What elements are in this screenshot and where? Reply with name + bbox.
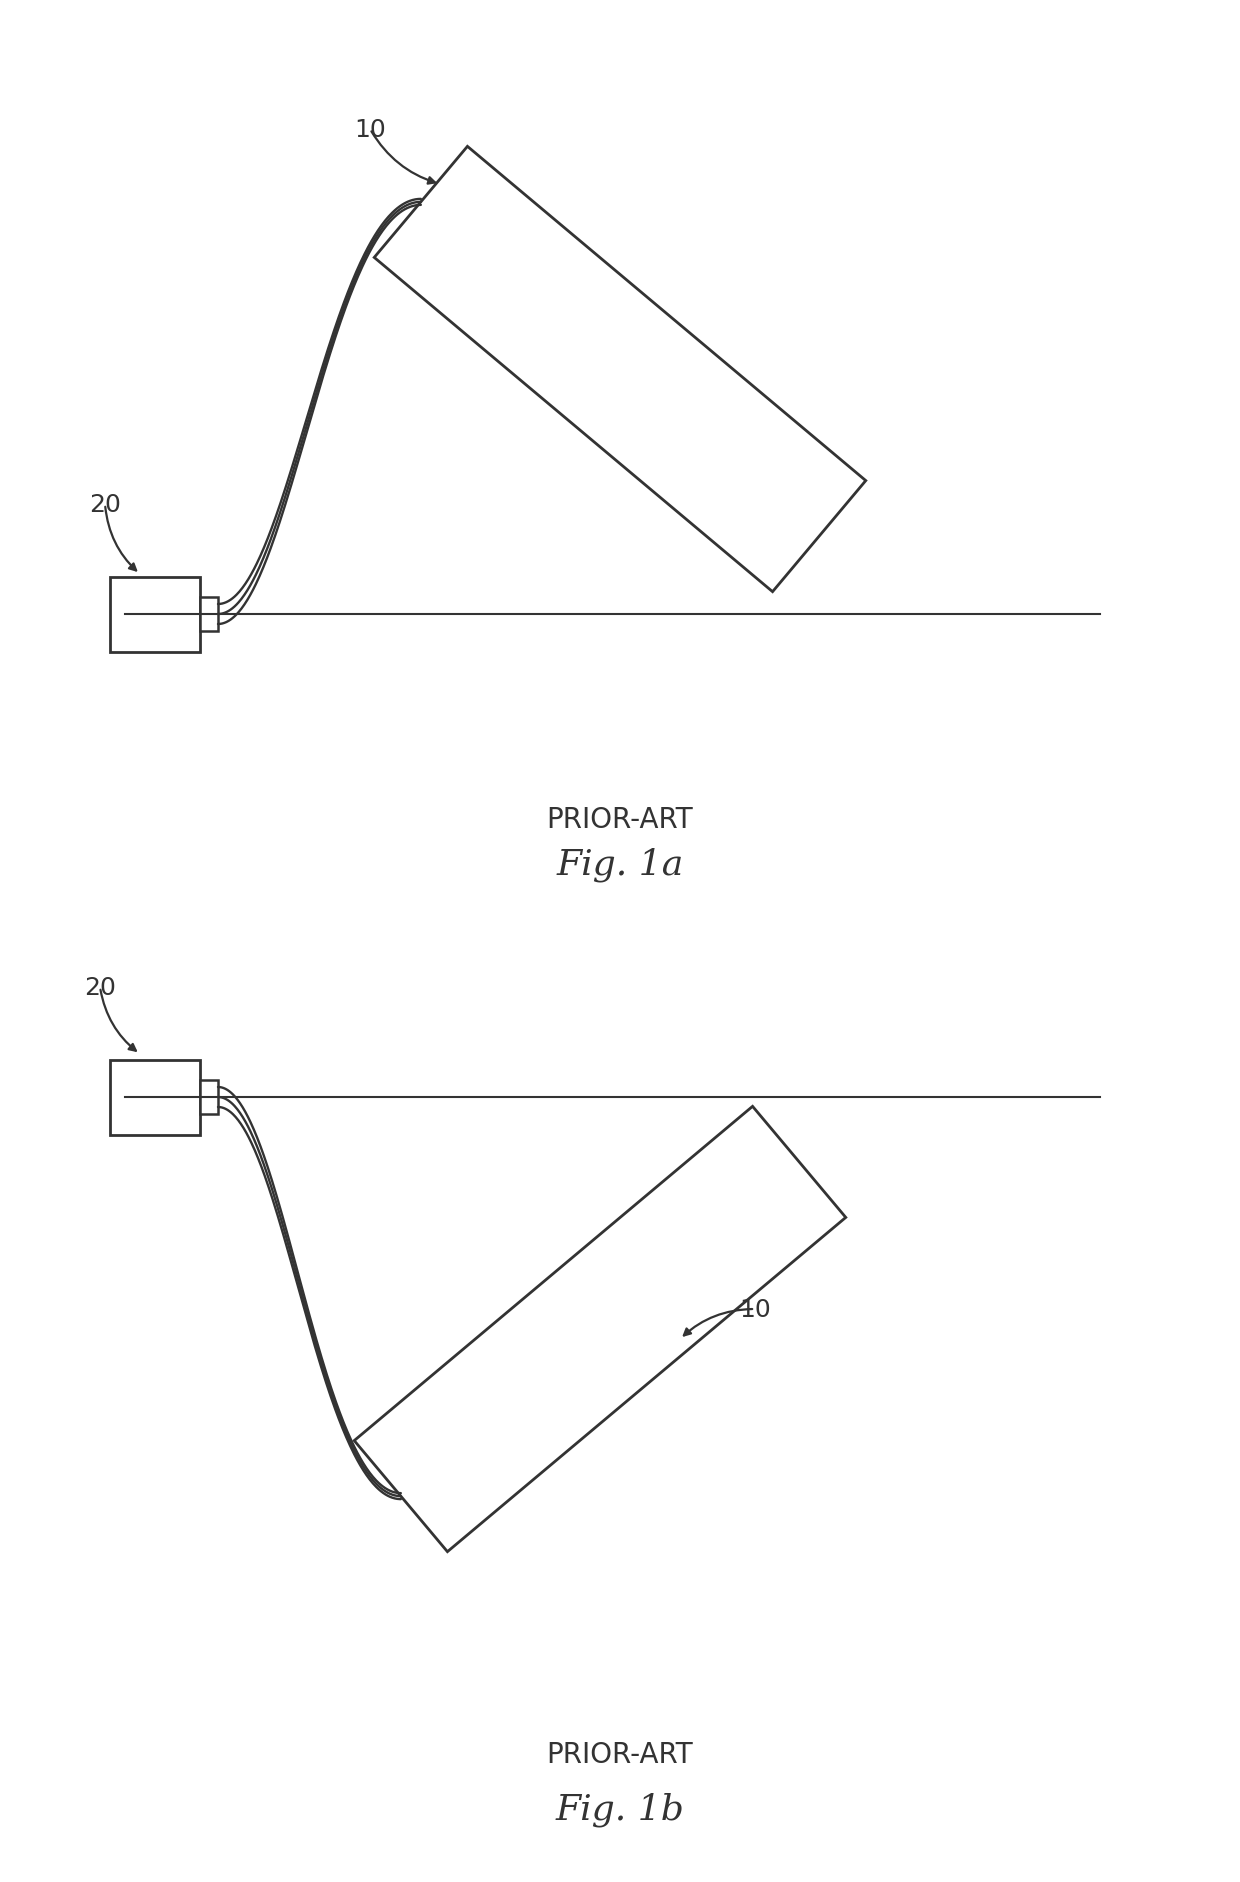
Bar <box>200 598 218 632</box>
Text: PRIOR-ART: PRIOR-ART <box>547 1741 693 1767</box>
Text: PRIOR-ART: PRIOR-ART <box>547 805 693 834</box>
Bar <box>110 1060 200 1135</box>
Bar <box>110 578 200 653</box>
Text: 20: 20 <box>89 493 122 518</box>
Text: 20: 20 <box>84 975 115 999</box>
Text: 10: 10 <box>355 119 386 141</box>
Text: Fig. 1b: Fig. 1b <box>556 1792 684 1826</box>
Bar <box>200 1080 218 1114</box>
Text: 10: 10 <box>739 1297 771 1321</box>
Text: Fig. 1a: Fig. 1a <box>557 847 683 883</box>
Polygon shape <box>355 1107 846 1553</box>
Polygon shape <box>374 147 866 593</box>
